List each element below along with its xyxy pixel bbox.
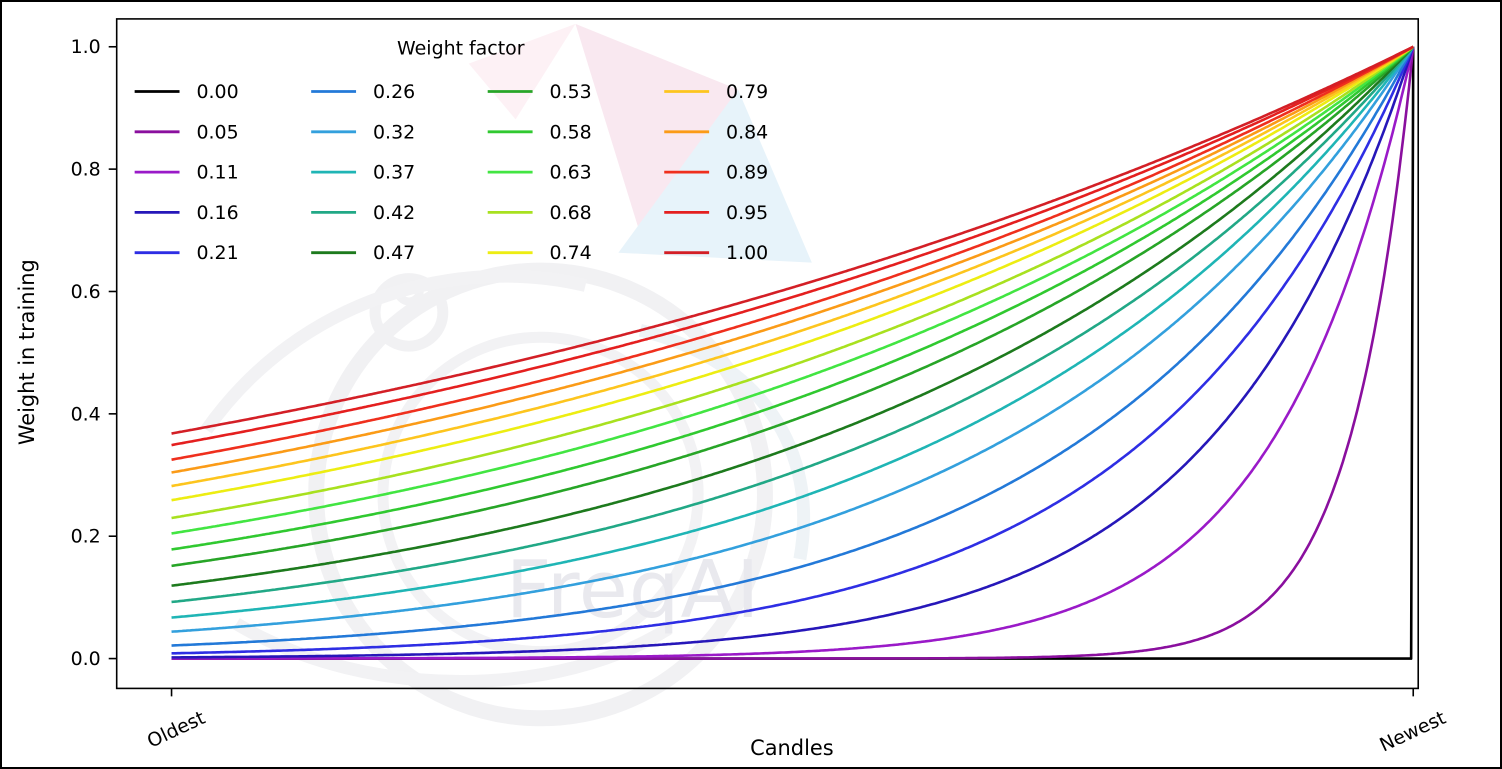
legend-label: 0.68 <box>550 202 592 224</box>
watermark-logo-wing-top <box>201 269 587 434</box>
legend-label: 0.95 <box>726 202 768 224</box>
watermark-logo-outer-circle <box>308 262 773 727</box>
series-line-0.84 <box>171 45 1414 474</box>
y-axis-title: Weight in training <box>15 259 39 445</box>
legend-label: 0.00 <box>196 81 238 103</box>
series-line-0.26 <box>171 46 1415 647</box>
x-tick-label-newest: Newest <box>1376 707 1449 757</box>
series-line-0.89 <box>171 45 1414 461</box>
y-axis-ticks: 0.0 0.2 0.4 0.6 0.8 1.0 <box>71 36 117 670</box>
series-line-1.00 <box>171 45 1414 435</box>
series-line-0.21 <box>171 46 1415 655</box>
legend-label: 0.05 <box>196 121 238 143</box>
y-tick-label: 0.8 <box>71 159 101 181</box>
legend-label: 0.79 <box>726 81 768 103</box>
legend-label: 1.00 <box>726 242 768 264</box>
legend-label: 0.42 <box>373 202 415 224</box>
series-line-0.42 <box>171 45 1415 604</box>
series-line-0.16 <box>171 46 1415 659</box>
series-line-0.11 <box>171 46 1415 660</box>
legend-label: 0.74 <box>550 242 592 264</box>
series-line-0.79 <box>171 45 1414 488</box>
watermark-logo-wing-bottom <box>233 618 672 688</box>
legend-label: 0.63 <box>550 162 592 184</box>
series-line-0.32 <box>171 46 1415 633</box>
series-line-0.63 <box>171 45 1415 535</box>
x-axis-ticks <box>170 688 1415 697</box>
legend-label: 0.37 <box>373 162 415 184</box>
legend-label: 0.84 <box>726 121 768 143</box>
y-tick-label: 0.4 <box>71 403 101 425</box>
legend-label: 0.47 <box>373 242 415 264</box>
y-tick-label: 0.6 <box>71 281 101 303</box>
series-line-0.53 <box>171 45 1415 568</box>
legend: Weight factor 0.000.050.110.160.210.260.… <box>134 38 768 264</box>
series-line-0.47 <box>171 45 1415 587</box>
legend-label: 0.58 <box>550 121 592 143</box>
series-lines <box>171 45 1415 660</box>
series-line-0.74 <box>171 45 1414 502</box>
y-tick-label: 0.2 <box>71 526 101 548</box>
watermark-shape-pink <box>575 23 739 241</box>
legend-label: 0.53 <box>550 81 592 103</box>
series-line-0.68 <box>171 45 1414 520</box>
legend-label: 0.11 <box>196 162 238 184</box>
legend-label: 0.32 <box>373 121 415 143</box>
x-tick-label-oldest: Oldest <box>144 707 209 753</box>
y-tick-label: 0.0 <box>71 648 101 670</box>
legend-label: 0.89 <box>726 162 768 184</box>
y-tick-label: 1.0 <box>71 36 101 58</box>
legend-title: Weight factor <box>397 38 525 60</box>
x-axis-title: Candles <box>750 736 834 760</box>
axes-frame <box>115 18 1420 690</box>
series-line-0.95 <box>171 45 1414 447</box>
watermark-shape-blue <box>618 89 812 263</box>
series-line-0.37 <box>171 45 1415 619</box>
series-line-0.58 <box>171 45 1415 551</box>
watermark-logo-arc-right <box>638 324 811 561</box>
legend-items: 0.00 0.05 0.11 0.16 0.21 0.26 0.32 0.37 0.42 0.47… <box>134 81 768 264</box>
legend-label: 0.16 <box>196 202 238 224</box>
legend-label: 0.21 <box>196 242 238 264</box>
watermark-shape-pink-small <box>468 23 576 120</box>
legend-label: 0.26 <box>373 81 415 103</box>
